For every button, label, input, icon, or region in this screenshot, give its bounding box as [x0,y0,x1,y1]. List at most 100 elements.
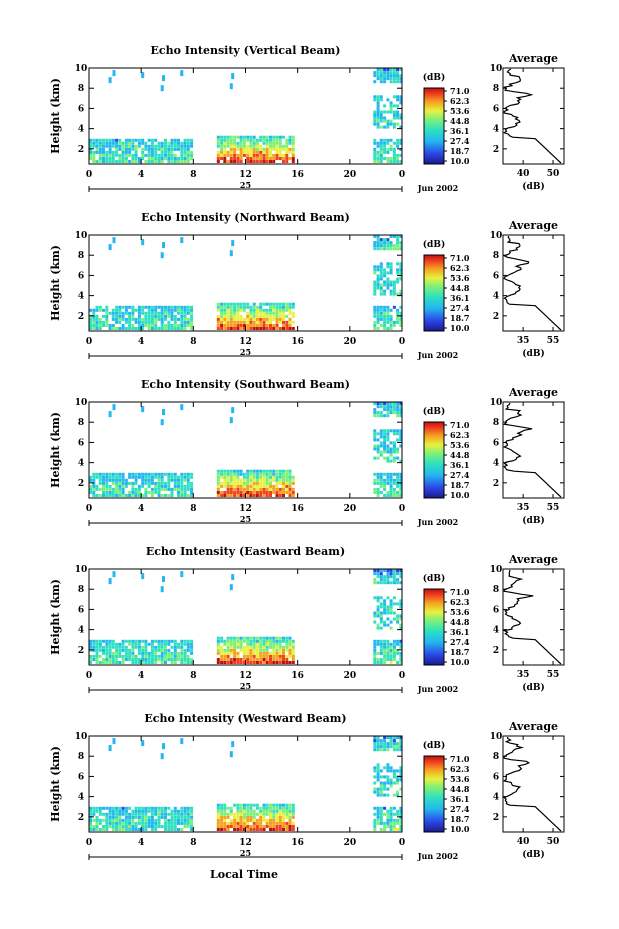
heatmap-cell [173,160,177,163]
heatmap-cell [278,487,282,491]
heatmap-cell [180,472,184,476]
heatmap-cell [392,645,396,649]
heatmap-cell [186,661,190,664]
heatmap-cell [236,491,240,494]
heatmap-cell [124,651,128,655]
heatmap-cell [252,828,256,831]
avg-x-label: (dB) [522,682,544,693]
heatmap-cell [373,658,377,661]
heatmap-cell [141,648,145,652]
heatmap-cell [386,138,390,142]
heatmap-cell [272,828,276,831]
heatmap-cell [95,661,99,664]
heatmap-cell [220,636,224,640]
heatmap-cell [160,812,164,816]
heatmap-cell [392,478,396,482]
heatmap-cell [190,812,194,816]
heatmap-cell [102,481,105,485]
heatmap-cell [167,314,171,318]
heatmap-cell [291,806,295,810]
heatmap-cell [242,481,246,485]
heatmap-cell [285,487,289,491]
heatmap-cell [180,654,184,658]
heatmap-cell [190,825,194,828]
heatmap-cell [262,135,266,139]
heatmap-cell [141,478,145,482]
heatmap-cell [102,160,105,163]
heatmap-cell [269,491,272,494]
heatmap-cell [399,769,403,773]
heatmap-cell [291,314,295,318]
heatmap-cell [389,104,393,108]
heatmap-cell [379,405,383,409]
heatmap-cell [167,305,171,309]
heatmap-cell [396,320,400,324]
heatmap-cell [376,745,380,749]
heatmap-cell [396,478,400,482]
avg-y-tick-label: 6 [493,605,499,615]
heatmap-cell [121,324,125,327]
heatmap-cell [376,447,380,451]
heatmap-cell [272,648,276,652]
heatmap-cell [373,661,377,664]
heatmap-cell [134,472,138,476]
heatmap-cell [389,569,393,572]
heatmap-cell [399,626,403,630]
heatmap-cell [160,320,164,324]
heatmap-cell [399,414,403,418]
heatmap-cell [89,484,92,488]
heatmap-cell [108,324,112,327]
heatmap-cell [386,405,390,409]
heatmap-cell [389,828,393,831]
heatmap-cell [246,160,250,163]
heatmap-cell [376,658,380,661]
heatmap-cell [164,138,167,142]
heatmap-cell [108,160,112,163]
heatmap-cell [275,324,279,327]
heatmap-cell [389,599,393,603]
heatmap-cell [373,160,377,163]
heatmap-cell [396,602,400,606]
heatmap-cell [386,459,390,463]
heatmap-cell [383,784,387,788]
heatmap-cell [383,268,387,272]
heatmap-cell [121,825,125,828]
heatmap-cell [285,144,289,148]
heatmap-cell [229,818,233,822]
heatmap-cell [383,602,387,606]
heatmap-cell [167,144,171,148]
y-tick-label: 6 [78,605,84,615]
heatmap-cell [383,648,387,652]
heatmap-cell [255,806,259,810]
heatmap-cell [147,818,151,822]
heatmap-cell [118,308,122,312]
heatmap-cell [134,308,138,312]
heatmap-cell [89,150,92,154]
heatmap-cell [108,494,112,497]
heatmap-cell [118,806,122,810]
avg-y-tick-label: 4 [493,292,499,302]
heatmap-cell [255,141,259,145]
heatmap-cell [157,818,161,822]
heatmap-cell [141,472,145,476]
avg-frame [502,234,565,332]
heatmap-cell [95,828,99,831]
heatmap-cell [134,491,138,494]
heatmap-cell [249,305,253,309]
heatmap-cell [386,241,390,245]
heatmap-cell [131,157,135,160]
heatmap-cell [392,244,396,248]
heatmap-cell [220,147,224,151]
heatmap-cell [118,320,122,324]
heatmap-cell [111,472,115,476]
heatmap-cell [121,314,125,318]
heatmap-cell [386,311,390,315]
heatmap-cell [386,265,390,269]
avg-profile-line [502,68,562,164]
heatmap-cell [180,738,184,745]
heatmap-cell [246,487,250,491]
colorbar-label: 36.1 [450,126,469,136]
heatmap-cell [95,809,99,813]
heatmap-cell [275,661,279,664]
heatmap-cell [259,327,263,330]
